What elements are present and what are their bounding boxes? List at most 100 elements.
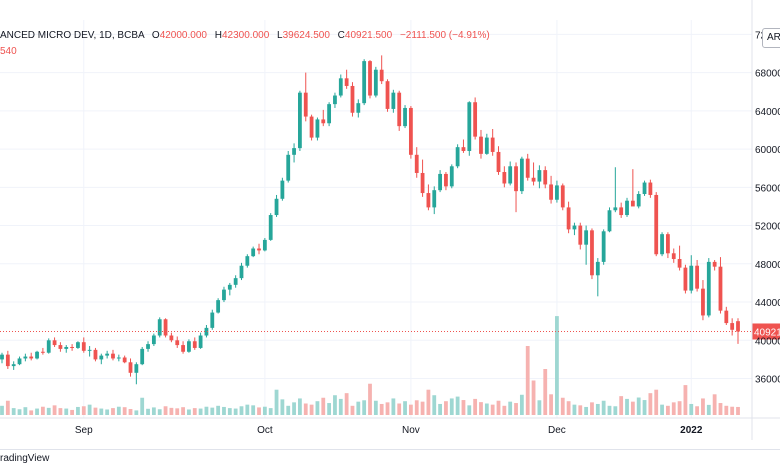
y-tick-label: 48000 — [755, 260, 780, 271]
candle — [333, 92, 337, 108]
symbol-tag[interactable]: AR — [762, 28, 780, 48]
candle-body — [333, 95, 337, 105]
volume-bar — [508, 401, 513, 415]
candle — [368, 60, 372, 99]
candle-body — [122, 357, 127, 363]
candle — [636, 191, 641, 209]
candle — [689, 255, 694, 294]
volume-bar — [630, 401, 635, 415]
candle — [40, 347, 45, 355]
candle-body — [449, 166, 454, 187]
volume-bar — [408, 404, 413, 415]
volume-bar — [572, 404, 577, 415]
volume-bar — [566, 401, 571, 415]
candle-body — [414, 154, 419, 173]
candle — [379, 55, 384, 85]
candle-body — [216, 300, 221, 313]
candle — [122, 355, 127, 364]
candle-body — [397, 92, 402, 127]
candle — [549, 175, 553, 204]
candle-body — [543, 170, 548, 185]
volume-bar — [175, 408, 180, 415]
candle — [671, 248, 676, 263]
volume-bar — [373, 400, 378, 415]
volume-bar — [245, 404, 250, 415]
x-axis[interactable]: SepOctNovDec2022FebMar — [0, 417, 780, 436]
candle — [473, 97, 478, 140]
change-value: −2111.500 (−4.91%) — [399, 30, 490, 41]
volume-bar — [484, 403, 489, 415]
last-price-badge — [752, 323, 780, 340]
candle-body — [525, 158, 530, 178]
volume-bar — [595, 403, 600, 415]
candle — [356, 99, 361, 118]
volume-bar — [490, 404, 495, 415]
volume-bar — [525, 346, 530, 415]
volume-bar — [473, 398, 478, 415]
candle — [192, 337, 197, 350]
volume-bar — [403, 401, 407, 415]
candle — [268, 213, 273, 241]
candle-body — [619, 207, 624, 216]
candle — [695, 259, 700, 292]
volume-bar — [262, 406, 267, 415]
candle-body — [601, 231, 606, 262]
candle-body — [76, 342, 80, 348]
candle-body — [496, 151, 501, 173]
candle-body — [683, 267, 688, 291]
candle — [169, 332, 174, 343]
volume-bar — [356, 401, 361, 415]
candle — [432, 186, 437, 215]
volume-bar — [321, 397, 326, 415]
volume-bar — [438, 403, 442, 415]
candle-body — [408, 107, 413, 155]
candle — [712, 259, 717, 271]
volume-bar — [333, 395, 337, 415]
candle-body — [455, 147, 460, 167]
candle-body — [555, 185, 559, 200]
candle-body — [706, 261, 711, 316]
volume-legend: 540 — [0, 46, 17, 57]
candle-body — [677, 259, 682, 268]
volume-bar — [64, 408, 69, 415]
candle — [309, 114, 314, 141]
candle — [648, 179, 653, 198]
volume-bar — [70, 409, 74, 415]
volume-bar — [689, 403, 694, 415]
volume-bar — [274, 389, 279, 415]
y-tick-label: 36000 — [755, 375, 780, 386]
candle — [461, 139, 466, 153]
candle — [245, 254, 250, 268]
volume-bar — [496, 400, 501, 415]
volume-bar — [280, 399, 285, 415]
candle — [52, 337, 57, 347]
volume-bar — [216, 405, 221, 415]
candle-body — [736, 321, 740, 332]
y-tick-label: 44000 — [755, 298, 780, 309]
candle — [58, 342, 63, 352]
candle — [210, 309, 215, 330]
volume-bar — [432, 395, 437, 415]
candle — [572, 222, 577, 236]
brand-logo[interactable]: radingView — [0, 453, 50, 464]
candle-body — [204, 327, 209, 336]
candle-body — [444, 173, 448, 187]
volume-bar — [619, 396, 624, 415]
candle — [128, 358, 133, 377]
candle-body — [239, 265, 244, 279]
candle — [116, 354, 121, 362]
volume-bar — [268, 408, 273, 415]
candle — [87, 346, 92, 357]
candle — [444, 172, 448, 191]
candle-body — [549, 184, 553, 200]
candle — [730, 318, 735, 336]
candle — [595, 258, 600, 297]
candle — [216, 298, 221, 314]
candle — [601, 229, 606, 265]
x-tick-label: Dec — [548, 425, 566, 436]
volume-bar — [338, 398, 343, 415]
y-axis[interactable]: 36000 40000 44000 48000 52000 56000 60000 64000… — [751, 0, 780, 440]
candle — [76, 341, 80, 349]
